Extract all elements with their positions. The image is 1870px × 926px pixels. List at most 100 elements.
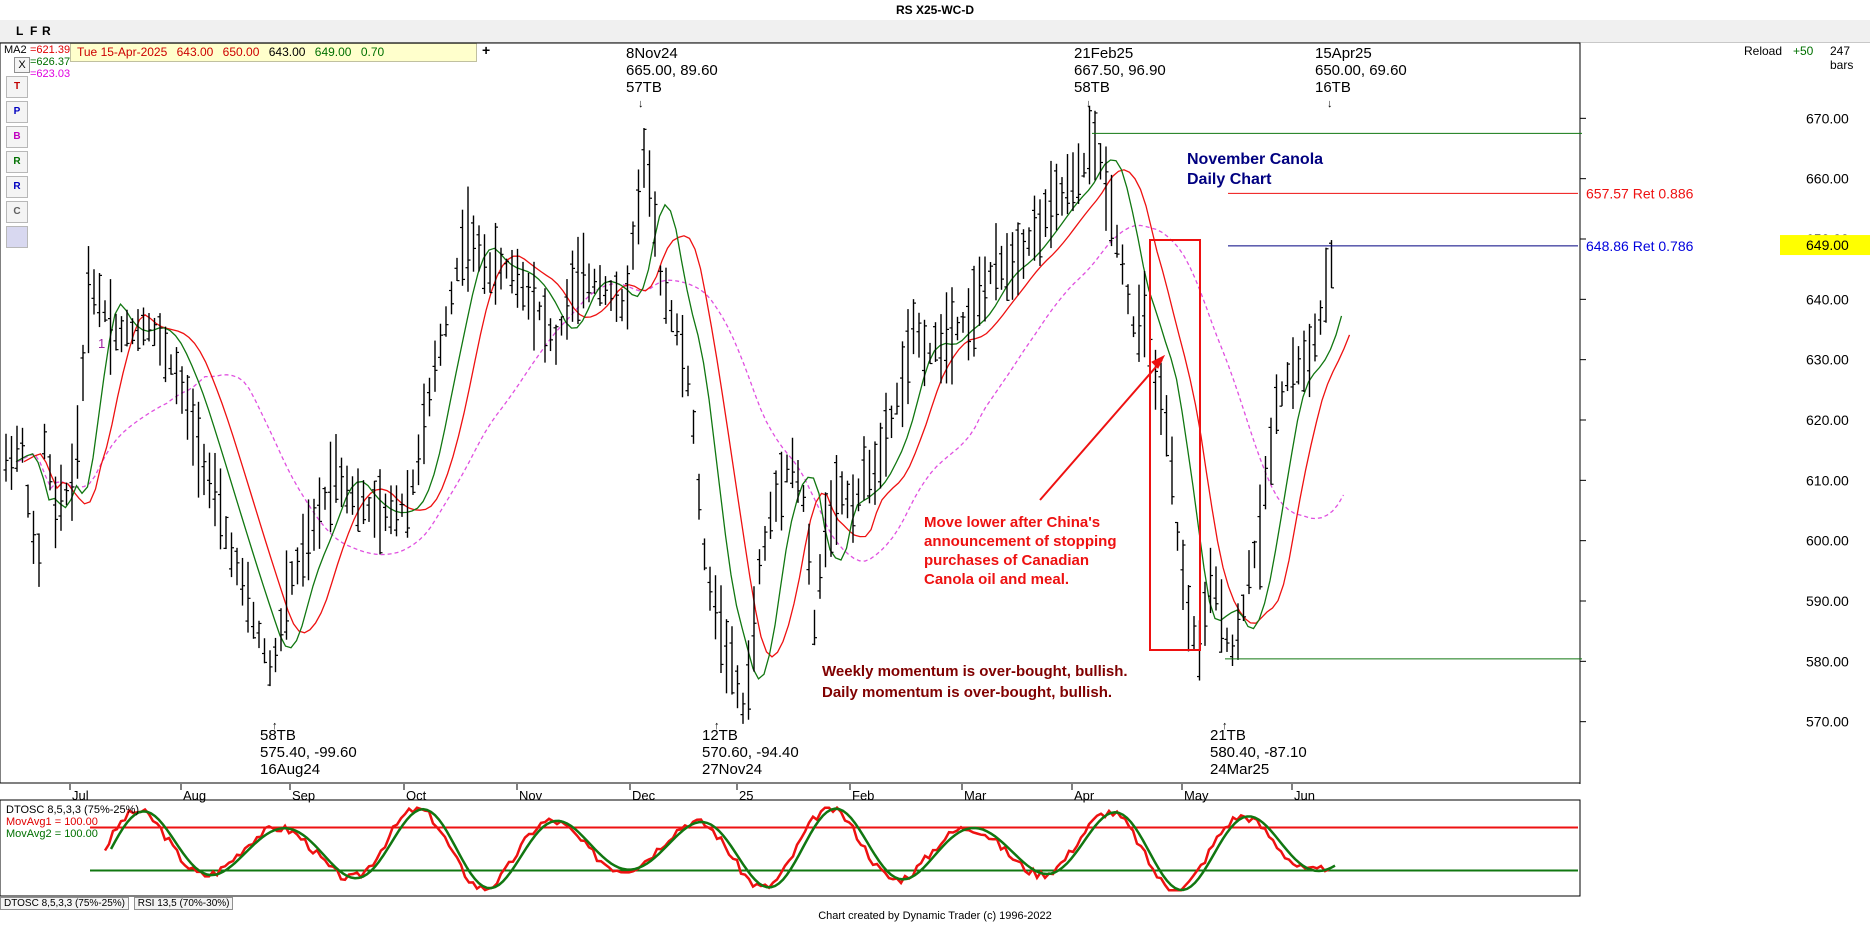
date-tick-label: Nov bbox=[519, 788, 543, 803]
ohlc-bar bbox=[42, 423, 47, 460]
ohlc-bar bbox=[300, 513, 306, 587]
ohlc-bar bbox=[163, 326, 168, 383]
ohlc-bar bbox=[262, 638, 267, 664]
ohlc-bar bbox=[1241, 594, 1246, 622]
swing-label-line: 665.00, 89.60 bbox=[626, 62, 718, 79]
close-legend-icon[interactable]: X bbox=[14, 57, 30, 73]
price-tick-label: 570.00 bbox=[1806, 714, 1849, 730]
ohlc-bar bbox=[1004, 233, 1010, 301]
toolbar-l-button[interactable]: L bbox=[16, 24, 24, 38]
pitchfork-tool-icon[interactable]: P bbox=[6, 101, 28, 123]
ohlc-bar bbox=[1180, 539, 1186, 610]
ohlc-bar bbox=[955, 316, 960, 341]
ohlc-bar bbox=[1169, 436, 1175, 505]
ohlc-bar bbox=[1312, 313, 1318, 362]
brush-tool-icon[interactable]: B bbox=[6, 126, 28, 148]
ohlc-bar bbox=[1230, 634, 1235, 666]
swing-arrow-down: ↓ bbox=[638, 98, 644, 110]
date-tick-label: May bbox=[1184, 788, 1209, 803]
ohlc-bar bbox=[515, 248, 520, 308]
trend-line-tool-icon[interactable]: T bbox=[6, 76, 28, 98]
ohlc-close: 649.00 bbox=[314, 45, 352, 59]
ohlc-bar bbox=[311, 498, 317, 551]
swing-arrow-down: ↓ bbox=[1086, 98, 1092, 110]
ma-magenta-line bbox=[17, 224, 1345, 562]
ohlc-bar bbox=[790, 437, 795, 489]
ohlc-bar bbox=[1010, 232, 1015, 300]
ohlc-bar bbox=[1224, 627, 1230, 652]
date-tick-label: Oct bbox=[406, 788, 427, 803]
ohlc-bar bbox=[795, 460, 801, 503]
ohlc-bar bbox=[570, 250, 575, 322]
annotation-arrow bbox=[1039, 359, 1163, 501]
ohlc-bar bbox=[361, 480, 366, 525]
ohlc-bar bbox=[36, 533, 42, 587]
toolbar-f-button[interactable]: F bbox=[30, 24, 38, 38]
toolbar-r-button[interactable]: R bbox=[42, 24, 51, 38]
ohlc-bar bbox=[806, 523, 812, 585]
ohlc-bar bbox=[966, 288, 971, 361]
ohlc-bar bbox=[729, 626, 735, 695]
horizontal-levels: 657.57 Ret 0.886 648.86 Ret 0.786 bbox=[1039, 132, 1694, 660]
ohlc-bar bbox=[724, 619, 729, 694]
add-button[interactable]: + bbox=[482, 42, 491, 58]
annotation-china-line: Move lower after China's bbox=[924, 514, 1100, 531]
ohlc-bar bbox=[504, 258, 509, 279]
ohlc-bar bbox=[894, 382, 900, 415]
ohlc-bar bbox=[350, 476, 355, 515]
ohlc-bar bbox=[823, 492, 828, 568]
ohlc-bar bbox=[14, 425, 20, 472]
plus50-button[interactable]: +50 bbox=[1793, 44, 1814, 58]
ohlc-bar bbox=[1164, 395, 1169, 457]
chart-title-line: November Canola bbox=[1187, 151, 1323, 168]
ohlc-bar bbox=[999, 245, 1004, 290]
ohlc-bar bbox=[625, 265, 630, 330]
ohlc-bar bbox=[234, 547, 240, 586]
ohlc-bar bbox=[553, 324, 559, 365]
ohlc-date: Tue 15-Apr-2025 bbox=[77, 45, 168, 59]
ohlc-bar bbox=[1268, 417, 1274, 485]
current-price-box bbox=[1780, 235, 1870, 256]
price-tick-label: 620.00 bbox=[1806, 412, 1849, 428]
ohlc-bar bbox=[141, 307, 146, 346]
window-title: RS X25-WC-D bbox=[895, 3, 974, 17]
ohlc-bar bbox=[1103, 146, 1109, 231]
ohlc-bar bbox=[119, 316, 124, 353]
ratio-tool-icon[interactable]: R bbox=[6, 176, 28, 198]
ohlc-bar bbox=[520, 261, 526, 311]
date-tick-label: Mar bbox=[964, 788, 987, 803]
retracement-tool-icon[interactable]: R bbox=[6, 151, 28, 173]
chart-footer: Chart created by Dynamic Trader (c) 1996… bbox=[818, 910, 1052, 922]
ohlc-bar bbox=[295, 547, 300, 585]
tab-rsi[interactable]: RSI 13,5 (70%-30%) bbox=[133, 897, 234, 910]
date-tick-label: Feb bbox=[852, 788, 874, 803]
ohlc-bar bbox=[586, 263, 592, 303]
ohlc-bar bbox=[135, 309, 141, 351]
cycle-tool-icon[interactable]: C bbox=[6, 201, 28, 223]
ohlc-bar bbox=[1296, 346, 1301, 385]
swing-arrow-up: ↑ bbox=[1222, 720, 1228, 732]
swing-label-line: 667.50, 96.90 bbox=[1074, 62, 1166, 79]
ohlc-bar bbox=[1125, 284, 1131, 315]
ohlc-bar bbox=[91, 269, 97, 315]
ohlc-bar bbox=[405, 470, 410, 538]
ma-value-green: =626.37 bbox=[30, 56, 71, 68]
oscillator-movavg2: MovAvg2 = 100.00 bbox=[6, 828, 98, 840]
ohlc-bar bbox=[399, 493, 405, 517]
date-tick-label: Jun bbox=[1294, 788, 1315, 803]
ohlc-bar bbox=[1092, 110, 1098, 181]
swing-label-line: 21TB bbox=[1210, 727, 1246, 744]
tab-dtosc[interactable]: DTOSC 8,5,3,3 (75%-25%) bbox=[0, 897, 129, 910]
ohlc-bar bbox=[251, 601, 256, 639]
reload-button[interactable]: Reload bbox=[1744, 44, 1783, 58]
grid-tool-icon[interactable] bbox=[6, 226, 28, 248]
ohlc-bar bbox=[1054, 163, 1059, 231]
ohlc-bar bbox=[427, 377, 432, 417]
ohlc-bar bbox=[1208, 547, 1213, 614]
osc-slow-line bbox=[109, 807, 1336, 892]
swing-label-line: 58TB bbox=[1074, 79, 1110, 96]
swing-arrow-up: ↑ bbox=[272, 720, 278, 732]
ohlc-bar bbox=[482, 234, 487, 294]
swing-label-line: 27Nov24 bbox=[702, 761, 762, 778]
ohlc-bar bbox=[1158, 362, 1164, 435]
